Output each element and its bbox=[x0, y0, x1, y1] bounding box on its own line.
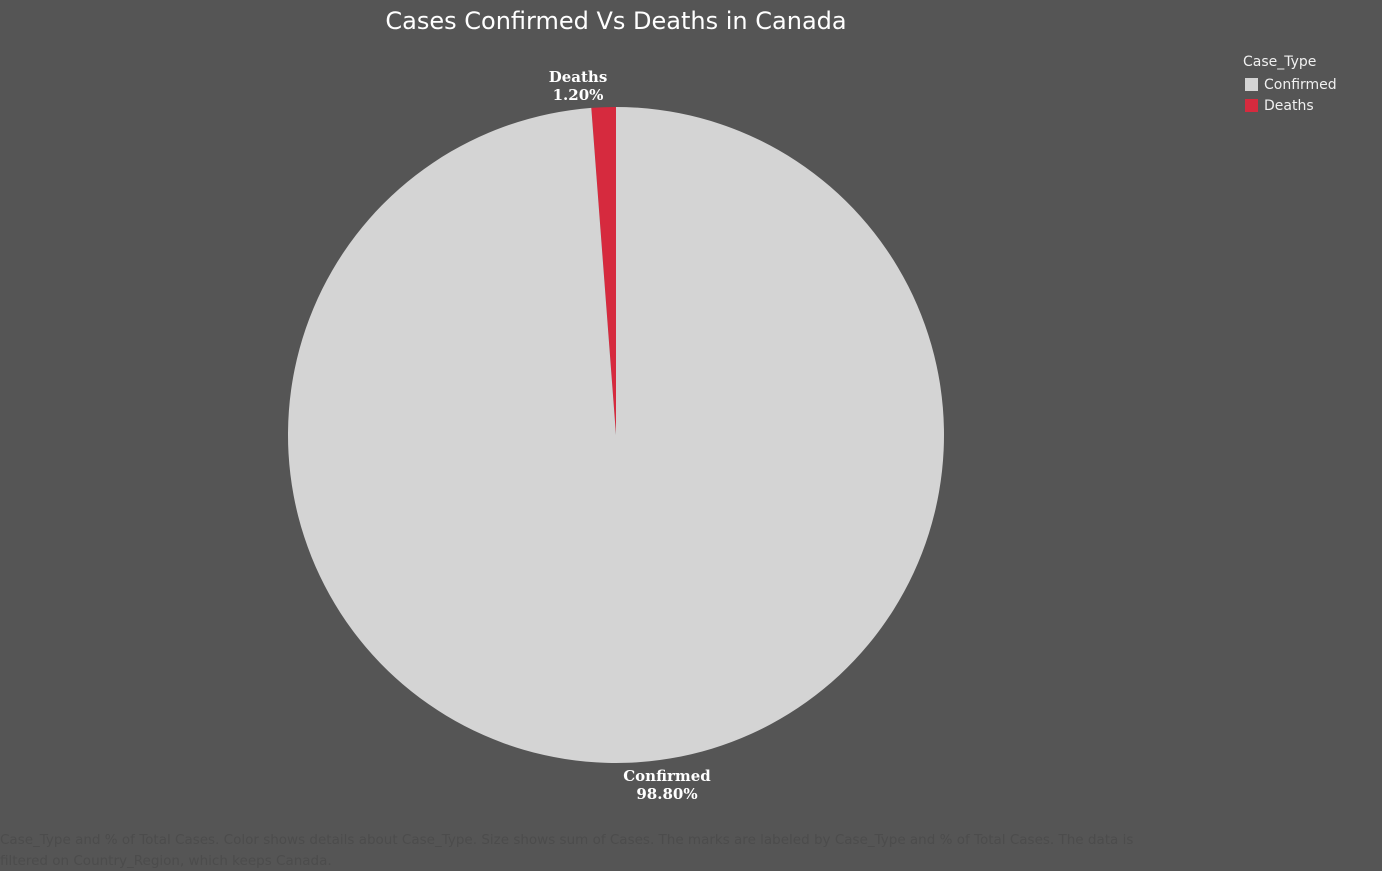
slice-percent-confirmed: 98.80% bbox=[636, 785, 697, 803]
chart-title: Cases Confirmed Vs Deaths in Canada bbox=[385, 7, 847, 35]
legend-label-confirmed: Confirmed bbox=[1264, 76, 1337, 93]
legend-item-deaths[interactable]: Deaths bbox=[1243, 95, 1337, 116]
legend-label-deaths: Deaths bbox=[1264, 97, 1314, 114]
slice-label-deaths: Deaths bbox=[549, 68, 608, 86]
legend-title: Case_Type bbox=[1243, 54, 1317, 70]
pie-slice-confirmed[interactable] bbox=[287, 107, 945, 763]
caption-line-1: Case_Type and % of Total Cases. Color sh… bbox=[0, 832, 1134, 848]
legend: Case_Type Confirmed Deaths bbox=[1243, 54, 1337, 116]
slice-percent-deaths: 1.20% bbox=[553, 86, 604, 104]
slice-label-confirmed: Confirmed bbox=[623, 767, 711, 785]
legend-swatch-deaths bbox=[1245, 99, 1258, 112]
pie-slices bbox=[287, 107, 945, 763]
chart-caption: Case_Type and % of Total Cases. Color sh… bbox=[0, 830, 1200, 871]
caption-line-2: filtered on Country_Region, which keeps … bbox=[0, 853, 332, 869]
pie-slice-deaths[interactable] bbox=[591, 107, 616, 435]
legend-swatch-confirmed bbox=[1245, 78, 1258, 91]
legend-item-confirmed[interactable]: Confirmed bbox=[1243, 74, 1337, 95]
